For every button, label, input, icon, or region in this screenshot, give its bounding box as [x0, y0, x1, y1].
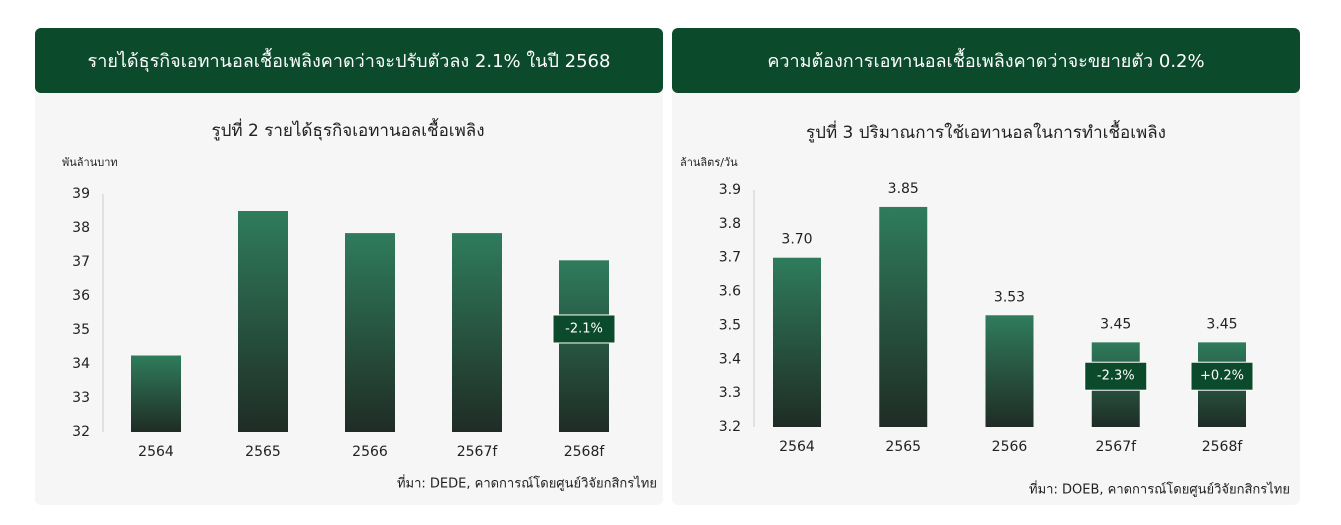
y-tick-label: 3.7 — [719, 250, 741, 266]
x-tick-label: 2564 — [138, 444, 174, 460]
panel-header — [672, 28, 1300, 93]
y-tick-label: 33 — [72, 390, 90, 406]
y-axis-label: พันล้านบาท — [62, 156, 118, 169]
y-tick-label: 37 — [72, 254, 90, 270]
x-tick-label: 2568f — [564, 444, 606, 460]
value-label: 3.85 — [888, 181, 919, 197]
value-label: 3.53 — [994, 289, 1025, 305]
chart-title: รูปที่ 3 ปริมาณการใช้เอทานอลในการทำเชื้อ… — [806, 120, 1166, 143]
value-label: 3.45 — [1206, 316, 1237, 332]
x-tick-label: 2568f — [1202, 439, 1244, 455]
annotation: -2.1% — [565, 321, 603, 336]
y-tick-label: 36 — [72, 288, 90, 304]
y-tick-label: 3.2 — [719, 419, 741, 435]
y-tick-label: 35 — [72, 322, 90, 338]
y-tick-label: 38 — [72, 220, 90, 236]
y-tick-label: 3.3 — [719, 385, 741, 401]
y-tick-label: 32 — [72, 424, 90, 440]
bar — [345, 233, 395, 432]
bar — [131, 355, 181, 432]
x-tick-label: 2567f — [1095, 439, 1137, 455]
bar — [879, 206, 928, 427]
y-axis-label: ล้านลิตร/วัน — [680, 156, 738, 169]
bar — [452, 233, 502, 432]
x-tick-label: 2565 — [245, 444, 281, 460]
source: ที่มา: DOEB, คาดการณ์โดยศูนย์วิจัยกสิกรไ… — [1029, 481, 1290, 498]
y-tick-label: 3.4 — [719, 351, 741, 367]
x-tick-label: 2567f — [457, 444, 499, 460]
source: ที่มา: DEDE, คาดการณ์โดยศูนย์วิจัยกสิกรไ… — [397, 475, 657, 492]
bar — [238, 211, 288, 432]
panel-header — [35, 28, 663, 93]
y-tick-label: 3.6 — [719, 284, 741, 300]
panel — [672, 28, 1300, 505]
y-tick-label: 3.9 — [719, 182, 741, 198]
y-tick-label: 3.8 — [719, 216, 741, 232]
panel-title: รายได้ธุรกิจเอทานอลเชื้อเพลิงคาดว่าจะปรั… — [88, 48, 611, 72]
chart-title: รูปที่ 2 รายได้ธุรกิจเอทานอลเชื้อเพลิง — [211, 118, 484, 141]
y-tick-label: 39 — [72, 186, 90, 202]
y-tick-label: 3.5 — [719, 317, 741, 333]
annotation: -2.3% — [1097, 369, 1135, 384]
annotation-box — [552, 314, 616, 344]
y-tick-label: 34 — [72, 356, 90, 372]
x-tick-label: 2566 — [992, 439, 1028, 455]
annotation: +0.2% — [1200, 369, 1244, 384]
bar — [985, 315, 1034, 427]
bar — [559, 260, 609, 432]
x-tick-label: 2566 — [352, 444, 388, 460]
x-tick-label: 2565 — [885, 439, 921, 455]
value-label: 3.45 — [1100, 316, 1131, 332]
annotation-box — [1190, 361, 1254, 391]
annotation-box — [1084, 361, 1148, 391]
bar — [773, 257, 821, 427]
x-tick-label: 2564 — [779, 439, 815, 455]
value-label: 3.70 — [781, 232, 812, 248]
panel-title: ความต้องการเอทานอลเชื้อเพลิงคาดว่าจะขยาย… — [767, 48, 1204, 72]
